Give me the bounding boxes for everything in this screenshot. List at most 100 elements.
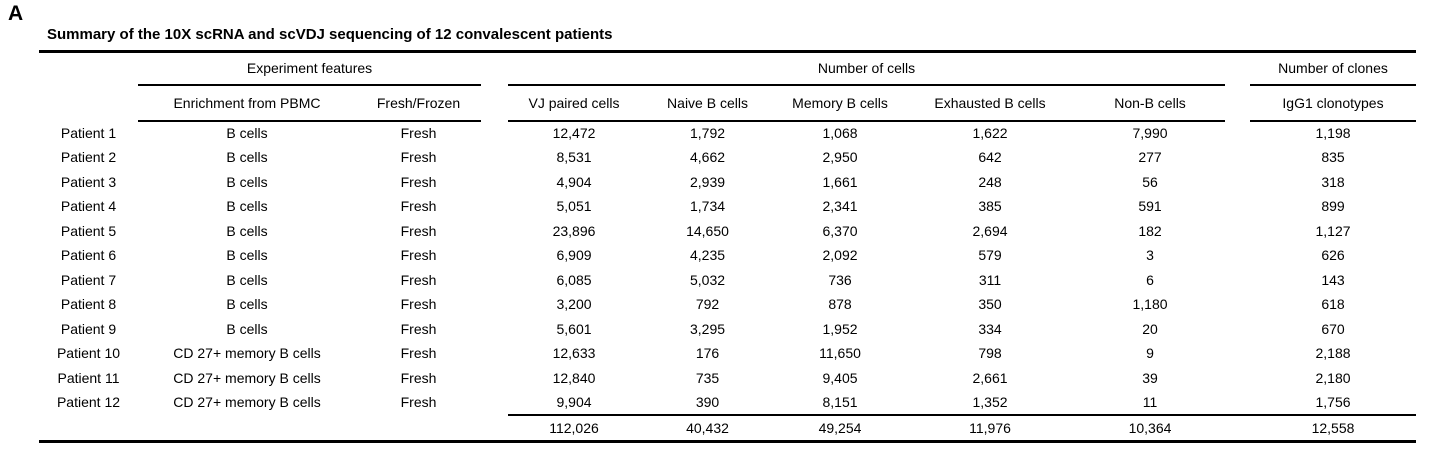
cell-memory-b-cells: 8,151 xyxy=(775,390,906,416)
cell-fresh-frozen: Fresh xyxy=(400,394,437,411)
cell-fresh-frozen: Fresh xyxy=(400,125,437,142)
total-memory-b-cells: 49,254 xyxy=(818,419,862,436)
group-header-row: Experiment features Number of cells Numb… xyxy=(39,51,1417,86)
cell-non-b-cells: 56 xyxy=(1142,173,1158,190)
cell-vj-paired-cells: 23,896 xyxy=(552,222,596,239)
cell-fresh-frozen: Fresh xyxy=(400,198,437,215)
cell-naive-b-cells: 5,032 xyxy=(689,271,726,288)
cell-non-b-cells: 39 xyxy=(1142,369,1158,386)
cell-vj-paired-cells: 12,840 xyxy=(552,369,596,386)
cell-igg1-clonotypes: 1,756 xyxy=(1250,390,1417,416)
cell-patient: Patient 1 xyxy=(60,124,117,141)
cell-exhausted-b-cells: 311 xyxy=(978,271,1002,288)
group-gap xyxy=(1225,317,1250,342)
cell-exhausted-b-cells: 642 xyxy=(978,149,1002,166)
cell-igg1-clonotypes: 2,180 xyxy=(1315,369,1351,386)
cell-enrichment: B cells xyxy=(226,247,268,264)
cell-memory-b-cells: 1,661 xyxy=(822,173,858,190)
cell-exhausted-b-cells: 334 xyxy=(978,320,1002,337)
cell-naive-b-cells: 3,295 xyxy=(689,320,726,337)
cell-memory-b-cells: 6,370 xyxy=(822,222,858,239)
group-gap xyxy=(1225,415,1250,442)
cell-enrichment: B cells xyxy=(226,173,268,190)
cell-enrichment: CD 27+ memory B cells xyxy=(173,345,321,362)
table-title: Summary of the 10X scRNA and scVDJ seque… xyxy=(47,26,613,43)
column-header-igg1-clonotypes: IgG1 clonotypes xyxy=(1250,84,1417,122)
column-header-memory-b-cells: Memory B cells xyxy=(775,84,906,122)
group-gap xyxy=(1225,194,1250,219)
group-gap xyxy=(1225,85,1250,121)
cell-patient: Patient 3 xyxy=(60,173,117,190)
cell-patient: Patient 2 xyxy=(60,149,117,166)
cell-vj-paired-cells: 4,904 xyxy=(556,173,592,190)
table-body: Patient 1 B cells Fresh 12,472 1,792 1,068 1,6… xyxy=(39,121,1417,416)
group-gap xyxy=(1225,268,1250,293)
cell-non-b-cells: 182 xyxy=(1138,222,1162,239)
group-gap xyxy=(1225,145,1250,170)
cell-memory-b-cells: 2,092 xyxy=(822,247,858,264)
cell-igg1-clonotypes: 318 xyxy=(1321,173,1345,190)
cell-enrichment: CD 27+ memory B cells xyxy=(173,369,321,386)
cell-memory-b-cells: 2,341 xyxy=(822,198,858,215)
cell-vj-paired-cells: 6,085 xyxy=(556,271,592,288)
cell-vj-paired-cells: 6,909 xyxy=(556,247,592,264)
summary-table-container: Summary of the 10X scRNA and scVDJ seque… xyxy=(39,26,1417,443)
group-gap xyxy=(1225,170,1250,195)
column-header-fresh-frozen: Fresh/Frozen xyxy=(356,84,482,122)
group-gap xyxy=(481,243,508,268)
table-row: Patient 2 B cells Fresh 8,531 4,662 2,950 642 2… xyxy=(39,145,1416,170)
group-gap xyxy=(481,52,508,85)
group-gap xyxy=(481,194,508,219)
column-header-row: Enrichment from PBMC Fresh/Frozen VJ pai… xyxy=(39,84,1417,122)
cell-patient: Patient 9 xyxy=(60,320,117,337)
column-header-vj-paired-cells: VJ paired cells xyxy=(508,84,641,122)
group-gap xyxy=(481,292,508,317)
cell-enrichment: B cells xyxy=(226,222,268,239)
corner-cell xyxy=(39,52,138,85)
cell-empty xyxy=(39,415,138,442)
cell-vj-paired-cells: 12,472 xyxy=(552,125,596,142)
cell-vj-paired-cells: 12,633 xyxy=(552,345,596,362)
cell-naive-b-cells: 390 xyxy=(640,390,776,416)
cell-naive-b-cells: 14,650 xyxy=(686,222,729,239)
cell-exhausted-b-cells: 798 xyxy=(978,345,1002,362)
cell-patient: Patient 10 xyxy=(56,345,121,362)
group-gap xyxy=(1225,52,1250,85)
cell-exhausted-b-cells: 248 xyxy=(978,173,1002,190)
cell-memory-b-cells: 878 xyxy=(828,296,852,313)
cell-memory-b-cells: 1,068 xyxy=(822,125,858,142)
cell-patient: Patient 11 xyxy=(57,369,120,386)
cell-exhausted-b-cells: 350 xyxy=(978,296,1002,313)
group-gap xyxy=(481,85,508,121)
table-row: Patient 10 CD 27+ memory B cells Fresh 12,6… xyxy=(39,341,1416,366)
cell-patient: Patient 8 xyxy=(60,296,117,313)
corner-cell xyxy=(39,85,138,121)
cell-memory-b-cells: 2,950 xyxy=(822,149,858,166)
cell-igg1-clonotypes: 1,198 xyxy=(1315,125,1351,142)
group-header-number-of-cells: Number of cells xyxy=(508,51,1226,86)
cell-igg1-clonotypes: 835 xyxy=(1321,149,1345,166)
cell-non-b-cells: 7,990 xyxy=(1132,125,1168,142)
cell-vj-paired-cells: 5,601 xyxy=(556,320,592,337)
cell-naive-b-cells: 4,235 xyxy=(689,247,726,264)
group-gap xyxy=(1225,243,1250,268)
table-row: Patient 12 CD 27+ memory B cells Fresh 9,90… xyxy=(39,390,1417,416)
column-header-exhausted-b-cells: Exhausted B cells xyxy=(905,84,1076,122)
total-naive-b-cells: 40,432 xyxy=(686,419,729,436)
cell-enrichment: B cells xyxy=(226,149,268,166)
table-row: Patient 8 B cells Fresh 3,200 792 878 350 1,180… xyxy=(39,292,1416,317)
group-gap xyxy=(481,390,508,415)
group-gap xyxy=(481,341,508,366)
cell-non-b-cells: 9 xyxy=(1146,345,1154,362)
group-gap xyxy=(1225,341,1250,366)
cell-non-b-cells: 3 xyxy=(1146,247,1154,264)
cell-memory-b-cells: 11,650 xyxy=(819,345,861,362)
cell-exhausted-b-cells: 2,694 xyxy=(972,222,1008,239)
cell-fresh-frozen: Fresh xyxy=(400,369,437,386)
table-row: Patient 5 B cells Fresh 23,896 14,650 6,370 2,… xyxy=(39,219,1416,244)
cell-fresh-frozen: Fresh xyxy=(400,149,437,166)
cell-igg1-clonotypes: 899 xyxy=(1321,198,1345,215)
cell-memory-b-cells: 736 xyxy=(828,271,852,288)
cell-igg1-clonotypes: 1,127 xyxy=(1315,222,1351,239)
cell-enrichment: B cells xyxy=(226,296,268,313)
